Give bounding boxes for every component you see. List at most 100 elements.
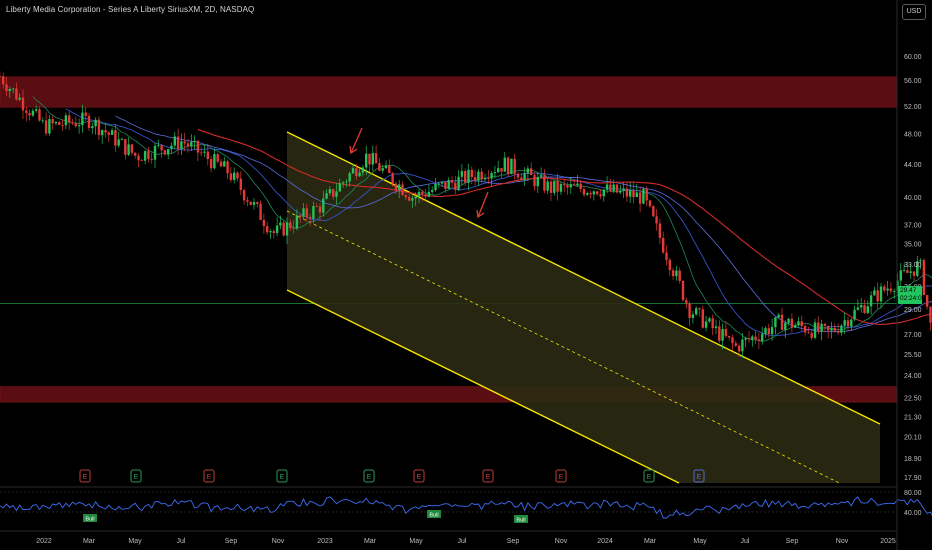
up-candle xyxy=(843,312,846,335)
down-candle xyxy=(1,72,5,89)
candle-body xyxy=(292,228,295,229)
candle-body xyxy=(368,153,371,165)
candle-body xyxy=(170,145,173,150)
down-candle xyxy=(140,158,143,161)
candle-body xyxy=(810,332,813,338)
down-candle xyxy=(38,106,41,122)
candle-body xyxy=(411,198,414,201)
up-candle xyxy=(860,297,863,313)
up-candle xyxy=(31,108,35,117)
currency-button[interactable]: USD xyxy=(902,4,926,20)
earnings-marker[interactable]: E xyxy=(555,469,567,483)
earnings-marker[interactable]: E xyxy=(363,469,375,483)
candle-body xyxy=(450,180,454,183)
down-candle xyxy=(318,203,322,221)
earnings-marker-label: E xyxy=(367,474,372,481)
earnings-marker[interactable]: E xyxy=(79,469,91,483)
down-candle xyxy=(444,181,447,193)
y-tick-label: 27.00 xyxy=(904,332,922,339)
candle-body xyxy=(203,151,206,153)
down-candle xyxy=(407,194,411,202)
down-candle xyxy=(289,219,292,231)
candle-body xyxy=(58,122,61,126)
up-candle xyxy=(180,133,183,155)
up-candle xyxy=(213,148,216,170)
earnings-marker[interactable]: E xyxy=(693,469,705,483)
up-candle xyxy=(11,87,15,94)
earnings-marker[interactable]: E xyxy=(643,469,655,483)
down-candle xyxy=(183,132,186,152)
candle-body xyxy=(15,88,18,100)
up-candle xyxy=(576,175,579,187)
down-candle xyxy=(506,156,510,177)
down-candle xyxy=(615,183,619,194)
candle-body xyxy=(797,321,800,326)
candle-body xyxy=(803,326,807,333)
earnings-marker[interactable]: E xyxy=(203,469,215,483)
candle-body xyxy=(279,222,282,226)
up-candle xyxy=(909,263,912,279)
candle-body xyxy=(902,270,906,271)
up-candle xyxy=(675,265,678,281)
candle-body xyxy=(431,190,434,192)
earnings-marker-label: E xyxy=(207,474,212,481)
candle-body xyxy=(0,76,2,77)
candle-body xyxy=(190,142,193,147)
candle-body xyxy=(869,295,873,307)
down-candle xyxy=(810,331,813,341)
down-candle xyxy=(104,122,107,138)
up-candle xyxy=(101,129,104,144)
candle-body xyxy=(48,119,51,134)
up-candle xyxy=(335,183,338,204)
down-arrow-1 xyxy=(477,191,489,218)
candle-body xyxy=(71,122,74,124)
bull-text: Bull xyxy=(429,513,438,519)
candle-body xyxy=(513,158,516,174)
candle-body xyxy=(97,119,101,136)
candle-body xyxy=(21,97,25,111)
earnings-marker[interactable]: E xyxy=(276,469,288,483)
candle-body xyxy=(724,329,728,337)
y-tick-label: 17.90 xyxy=(904,475,922,482)
candle-body xyxy=(401,184,404,196)
down-candle xyxy=(846,316,850,332)
up-candle xyxy=(830,321,833,339)
candle-body xyxy=(592,191,596,195)
earnings-marker[interactable]: E xyxy=(130,469,142,483)
up-candle xyxy=(434,177,437,192)
candle-body xyxy=(790,318,794,328)
down-candle xyxy=(728,335,731,341)
candle-body xyxy=(1,76,5,85)
candle-body xyxy=(117,139,120,146)
up-candle xyxy=(440,181,444,188)
up-candle xyxy=(797,317,800,328)
up-candle xyxy=(497,160,500,173)
up-candle xyxy=(312,201,315,224)
y-tick-label: 22.50 xyxy=(904,395,922,402)
x-tick-label: 2024 xyxy=(597,538,613,545)
up-candle xyxy=(744,336,747,348)
candle-body xyxy=(780,314,784,330)
up-candle xyxy=(322,190,325,217)
rsi-pane: 80.00 40.00 Bull Bull Bull xyxy=(0,486,932,524)
candle-body xyxy=(770,327,774,335)
candle-body xyxy=(124,139,127,155)
down-candle xyxy=(160,144,163,159)
candle-body xyxy=(269,231,272,233)
x-tick-label: Jul xyxy=(458,538,467,545)
down-candle xyxy=(25,106,28,122)
candle-body xyxy=(160,145,163,151)
time-axis[interactable]: 2022 Mar May Jul Sep Nov 2023 Mar May Jul Sep Nov 20… xyxy=(0,530,897,545)
up-candle xyxy=(91,122,94,135)
down-candle xyxy=(226,159,229,180)
earnings-marker[interactable]: E xyxy=(413,469,425,483)
earnings-marker[interactable]: E xyxy=(482,469,494,483)
up-candle xyxy=(153,142,157,168)
earnings-marker-label: E xyxy=(83,474,88,481)
descending-channel xyxy=(286,131,881,484)
down-candle xyxy=(15,82,18,101)
price-axis[interactable]: 60.00 56.00 52.00 48.00 44.00 40.00 37.00 35.00… xyxy=(896,0,922,550)
down-candle xyxy=(754,330,757,345)
